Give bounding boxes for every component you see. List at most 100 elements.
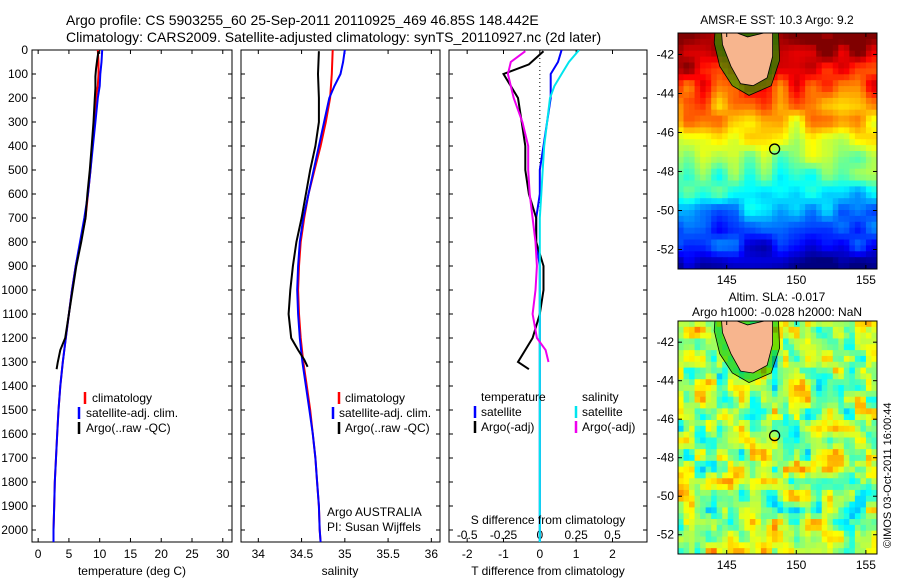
- heatmap-cell: [854, 139, 862, 146]
- heatmap-cell: [711, 443, 718, 450]
- heatmap-cell: [832, 263, 839, 269]
- heatmap-cell: [722, 443, 729, 450]
- heatmap-cell: [777, 103, 784, 111]
- heatmap-cell: [722, 186, 729, 193]
- heatmap-cell: [871, 103, 877, 111]
- heatmap-cell: [860, 33, 867, 40]
- heatmap-cell: [683, 215, 690, 223]
- heatmap-cell: [683, 151, 690, 158]
- heatmap-cell: [705, 495, 712, 503]
- heatmap-cell: [783, 227, 790, 235]
- heatmap-cell: [788, 245, 795, 252]
- heatmap-cell: [843, 109, 850, 117]
- heatmap-cell: [700, 156, 707, 164]
- heatmap-cell: [854, 489, 862, 497]
- heatmap-cell: [777, 355, 784, 363]
- heatmap-cell: [810, 420, 817, 427]
- heatmap-cell: [683, 344, 690, 351]
- heatmap-cell: [733, 390, 740, 398]
- heatmap-cell: [694, 74, 701, 81]
- heatmap-cell: [783, 204, 790, 211]
- heatmap-cell: [689, 425, 696, 433]
- heatmap-cell: [777, 530, 784, 538]
- heatmap-cell: [810, 408, 817, 415]
- y-tick-label: 400: [8, 139, 28, 153]
- heatmap-cell: [794, 396, 801, 404]
- heatmap-cell: [832, 221, 839, 229]
- heatmap-cell: [849, 215, 856, 223]
- heatmap-cell: [678, 192, 685, 199]
- heatmap-cell: [683, 472, 690, 479]
- heatmap-cell: [816, 215, 823, 223]
- heatmap-cell: [760, 425, 768, 433]
- heatmap-cell: [705, 420, 712, 427]
- heatmap-cell: [678, 62, 685, 69]
- heatmap-cell: [843, 530, 850, 538]
- heatmap-cell: [854, 92, 862, 99]
- heatmap-cell: [794, 361, 801, 369]
- heatmap-cell: [799, 437, 806, 444]
- heatmap-cell: [744, 245, 751, 252]
- x-tick-label: 15: [124, 547, 138, 561]
- heatmap-cell: [744, 495, 751, 503]
- heatmap-cell: [755, 115, 762, 123]
- heatmap-cell: [716, 127, 723, 134]
- heatmap-cell: [678, 420, 685, 427]
- heatmap-cell: [843, 402, 850, 409]
- heatmap-cell: [827, 513, 834, 520]
- heatmap-cell: [716, 472, 723, 479]
- heatmap-cell: [771, 373, 779, 380]
- heatmap-cell: [821, 86, 828, 93]
- heatmap-cell: [694, 263, 701, 269]
- heatmap-cell: [722, 221, 729, 229]
- heatmap-cell: [777, 180, 784, 187]
- heatmap-cell: [854, 513, 862, 520]
- heatmap-cell: [810, 379, 817, 386]
- heatmap-cell: [738, 180, 745, 187]
- heatmap-cell: [777, 109, 784, 117]
- heatmap-cell: [816, 454, 823, 462]
- heatmap-cell: [849, 443, 856, 450]
- heatmap-cell: [865, 86, 873, 93]
- series-line-argo-raw-qc-: [55, 51, 100, 370]
- heatmap-cell: [683, 542, 690, 549]
- heatmap-cell: [771, 536, 779, 543]
- heatmap-cell: [805, 109, 812, 117]
- heatmap-cell: [744, 542, 751, 549]
- heatmap-cell: [749, 233, 756, 241]
- heatmap-cell: [755, 414, 762, 421]
- heatmap-cell: [722, 449, 729, 456]
- heatmap-cell: [760, 402, 768, 409]
- heatmap-cell: [755, 227, 762, 235]
- heatmap-cell: [871, 385, 877, 392]
- heatmap-cell: [760, 373, 768, 380]
- heatmap-cell: [849, 367, 856, 375]
- heatmap-cell: [738, 215, 745, 223]
- heatmap-cell: [755, 168, 762, 176]
- heatmap-cell: [849, 221, 856, 229]
- heatmap-cell: [722, 408, 729, 415]
- heatmap-cell: [700, 103, 707, 111]
- heatmap-cell: [755, 192, 762, 199]
- heatmap-cell: [871, 162, 877, 170]
- heatmap-cell: [722, 168, 729, 176]
- heatmap-cell: [700, 162, 707, 170]
- heatmap-cell: [854, 437, 862, 444]
- heatmap-cell: [865, 92, 873, 99]
- s-tick-label: 0.25: [564, 528, 588, 542]
- heatmap-cell: [755, 513, 762, 520]
- heatmap-cell: [849, 145, 856, 152]
- heatmap-cell: [805, 221, 812, 229]
- heatmap-cell: [849, 263, 856, 269]
- heatmap-cell: [871, 449, 877, 456]
- heatmap-cell: [865, 501, 873, 508]
- heatmap-cell: [865, 519, 873, 526]
- heatmap-cell: [865, 156, 873, 164]
- heatmap-cell: [816, 168, 823, 176]
- heatmap-cell: [727, 139, 734, 146]
- heatmap-cell: [722, 239, 729, 246]
- heatmap-cell: [689, 263, 696, 269]
- heatmap-cell: [705, 431, 712, 439]
- heatmap-cell: [678, 92, 685, 99]
- heatmap-cell: [871, 495, 877, 503]
